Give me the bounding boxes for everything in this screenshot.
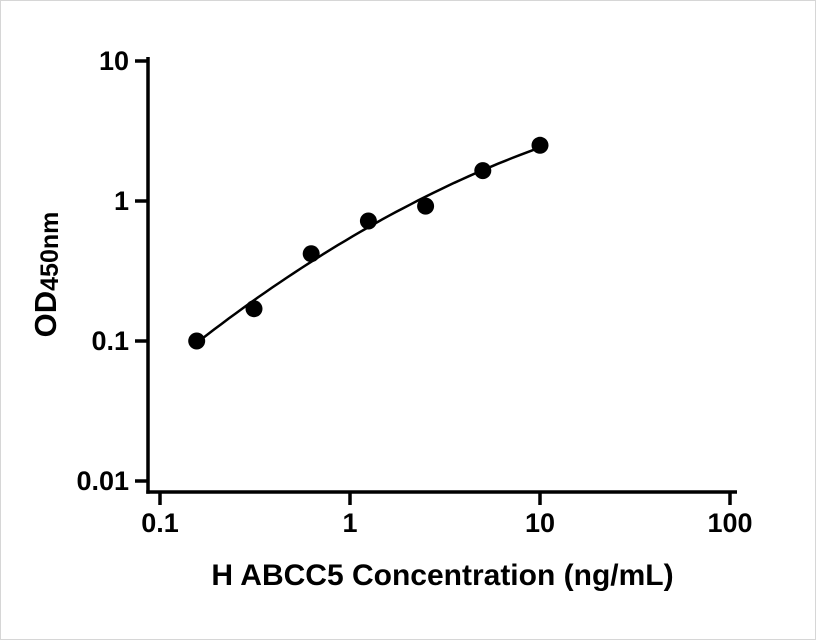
data-point (417, 197, 435, 215)
data-point (302, 245, 320, 263)
y-tick-label: 1 (114, 186, 129, 216)
data-point (245, 300, 263, 318)
x-tick-label: 0.1 (141, 508, 179, 538)
y-tick-label: 0.01 (76, 466, 129, 496)
x-tick-label: 10 (525, 508, 555, 538)
data-point (474, 162, 492, 180)
y-axis-title: OD450nm (28, 212, 64, 338)
x-tick-label: 1 (342, 508, 357, 538)
data-point (359, 212, 377, 230)
x-axis-title: H ABCC5 Concentration (ng/mL) (211, 559, 673, 592)
x-tick-label: 100 (707, 508, 752, 538)
data-point (531, 136, 549, 154)
y-tick-label: 0.1 (91, 326, 129, 356)
fit-curve-line (191, 145, 543, 348)
data-point (188, 332, 206, 350)
y-tick-label: 10 (99, 46, 129, 76)
